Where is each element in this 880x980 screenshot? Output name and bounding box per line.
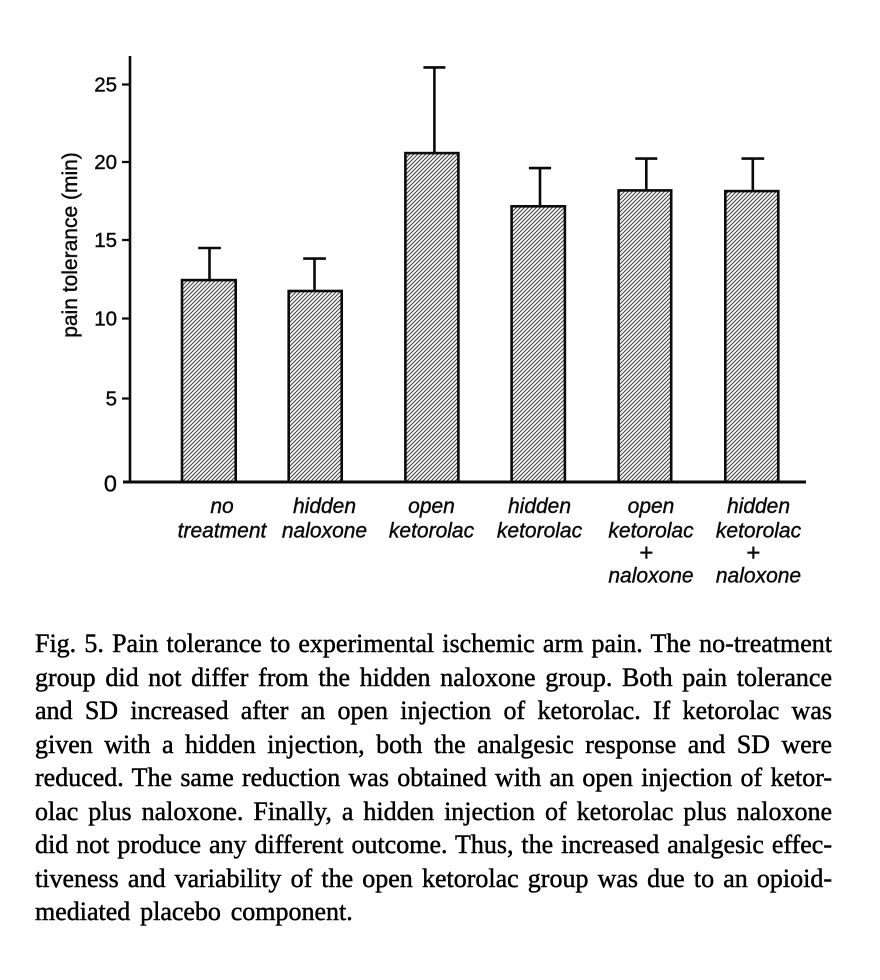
svg-text:+: + [639, 540, 653, 567]
svg-text:naloxone: naloxone [716, 565, 801, 588]
svg-text:ketorolac: ketorolac [497, 520, 583, 543]
svg-text:25: 25 [94, 74, 117, 97]
svg-text:pain tolerance (min): pain tolerance (min) [59, 152, 82, 338]
svg-text:naloxone: naloxone [282, 520, 367, 543]
svg-text:ketorolac: ketorolac [389, 520, 475, 543]
svg-text:hidden: hidden [293, 495, 356, 518]
svg-text:naloxone: naloxone [608, 565, 693, 588]
svg-text:ketorolac: ketorolac [716, 520, 802, 543]
svg-text:20: 20 [94, 151, 117, 174]
svg-text:open: open [408, 495, 455, 518]
svg-text:hidden: hidden [727, 495, 790, 518]
svg-text:+: + [746, 540, 760, 567]
svg-text:treatment: treatment [178, 520, 268, 543]
svg-text:hidden: hidden [508, 495, 571, 518]
svg-text:15: 15 [94, 229, 117, 252]
svg-text:open: open [628, 495, 675, 518]
svg-text:ketorolac: ketorolac [608, 520, 694, 543]
svg-text:no: no [210, 495, 234, 518]
svg-text:5: 5 [106, 388, 117, 411]
svg-text:0: 0 [104, 471, 117, 497]
svg-text:10: 10 [94, 308, 117, 331]
